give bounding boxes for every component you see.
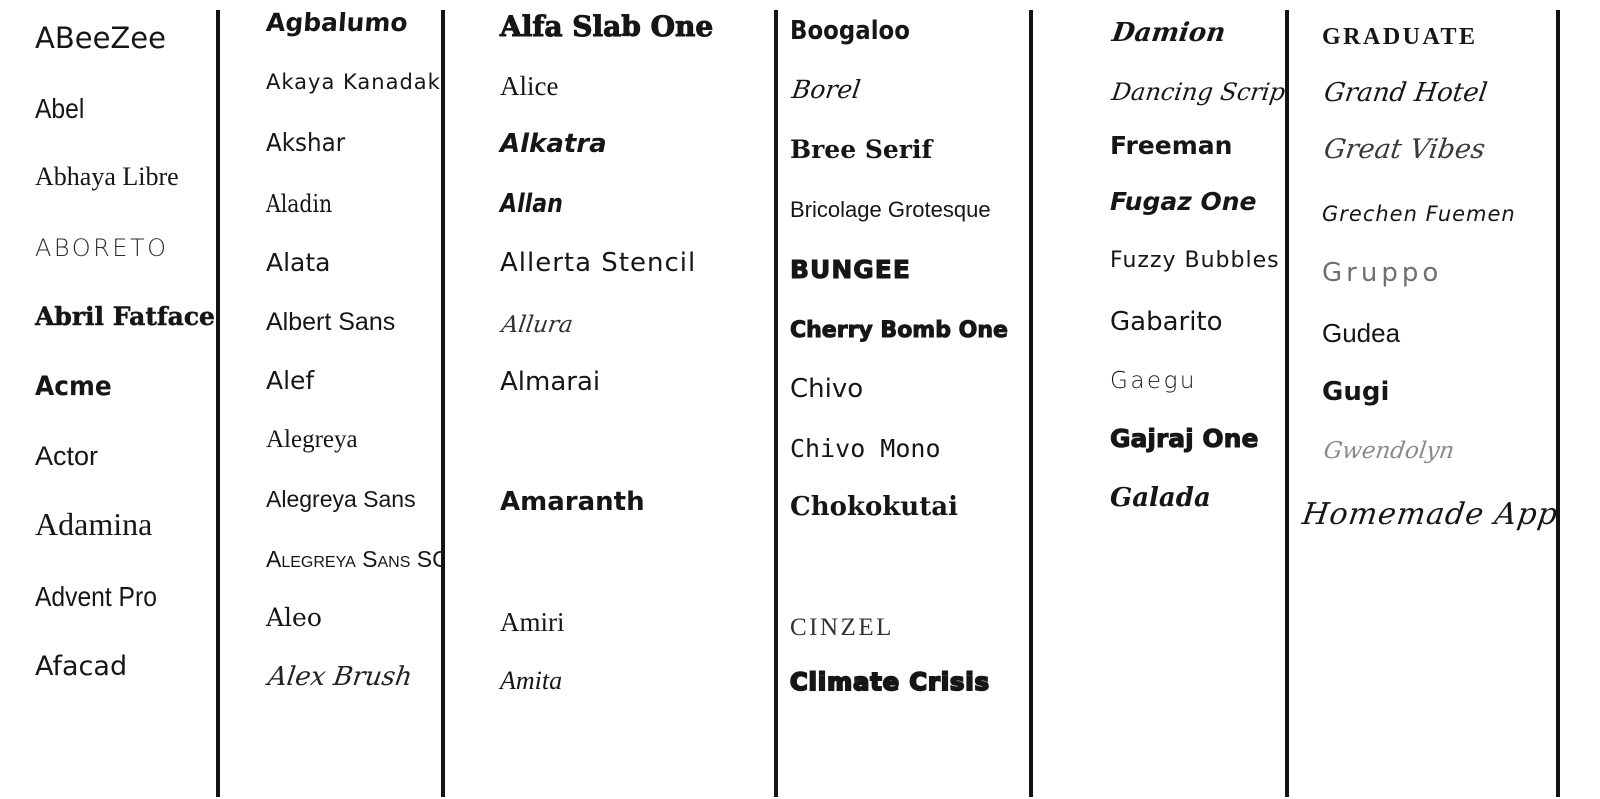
font-sample-dancing-script: Dancing Script [1110, 78, 1285, 106]
font-sample-gabarito: Gabarito [1110, 307, 1223, 337]
font-sample-abhaya-libre: Abhaya Libre [35, 162, 179, 191]
font-sample-chokokutai: Chokokutai [790, 492, 958, 522]
font-sample-alef: Alef [266, 366, 315, 395]
font-sample-freeman: Freeman [1110, 131, 1233, 160]
font-sample-alegreya-sans-sc: Alegreya Sans SC [266, 546, 441, 572]
font-sample-albert-sans: Albert Sans [266, 308, 396, 336]
column-divider [1556, 10, 1560, 797]
font-sample-aboreto: ABORETO [35, 234, 169, 262]
font-sample-aladin: Aladin [266, 190, 333, 218]
font-column-6: GRADUATE Grand Hotel Great Vibes Grechen… [1289, 0, 1556, 799]
font-column-4: Boogaloo Borel Bree Serif Bricolage Grot… [778, 0, 1029, 799]
font-sample-bree-serif: Bree Serif [790, 135, 933, 164]
font-sample-bricolage-grotesque: Bricolage Grotesque [790, 197, 991, 222]
font-sample-alegreya: Alegreya [266, 426, 358, 453]
font-sample-abel: Abel [35, 93, 85, 124]
font-sample-allan: Allan [500, 189, 563, 219]
font-sample-akaya-kanadaka: Akaya Kanadaka [266, 70, 441, 94]
font-sample-allerta-stencil: Allerta Stencil [500, 248, 697, 278]
font-sample-galada: Galada [1110, 483, 1211, 513]
font-sample-chivo: Chivo [790, 374, 864, 404]
font-sample-alata: Alata [266, 248, 331, 277]
font-sample-grand-hotel: Grand Hotel [1322, 78, 1490, 108]
font-sample-cinzel: CINZEL [790, 614, 894, 641]
font-sample-bungee: BUNGEE [790, 255, 911, 284]
column-divider [1029, 10, 1033, 797]
font-sample-akshar: Akshar [266, 128, 346, 157]
font-sample-abeezee: ABeeZee [35, 21, 166, 55]
font-sample-great-vibes: Great Vibes [1322, 134, 1488, 165]
font-sample-alfa-slab-one: Alfa Slab One [499, 10, 714, 43]
font-sample-amiri: Amiri [500, 607, 565, 637]
font-sample-gruppo: Gruppo [1322, 258, 1443, 288]
font-sample-amita: Amita [500, 666, 563, 695]
column-divider [774, 10, 778, 797]
font-sample-grechen-fuemen: Grechen Fuemen [1322, 202, 1516, 226]
column-divider [1285, 10, 1289, 797]
column-divider [216, 10, 220, 797]
font-column-1: ABeeZee Abel Abhaya Libre ABORETO Abril … [0, 0, 216, 799]
column-divider [441, 10, 445, 797]
font-sample-boogaloo: Boogaloo [790, 16, 910, 46]
font-sample-aleo: Aleo [266, 603, 322, 632]
font-sample-alice: Alice [500, 71, 559, 101]
font-sample-cherry-bomb-one: Cherry Bomb One [790, 317, 1009, 343]
font-column-3: Alfa Slab One Alice Alkatra Allan Allert… [445, 0, 774, 799]
font-sample-agbalumo: Agbalumo [265, 8, 409, 37]
font-sample-alegreya-sans: Alegreya Sans [266, 486, 416, 512]
font-sample-actor: Actor [35, 441, 99, 471]
font-sample-fuzzy-bubbles: Fuzzy Bubbles [1110, 248, 1280, 273]
font-sample-allura: Allura [500, 312, 575, 338]
font-sample-gwendolyn: Gwendolyn [1322, 438, 1456, 464]
font-sample-amaranth: Amaranth [500, 487, 645, 517]
font-sample-adamina: Adamina [35, 506, 153, 542]
font-sample-chivo-mono: Chivo Mono [790, 434, 941, 463]
font-sample-borel: Borel [790, 75, 863, 104]
font-sample-climate-crisis: Climate Crisis [789, 667, 990, 696]
font-sample-homemade-apple: Homemade Apple [1300, 497, 1556, 532]
font-sample-afacad: Afacad [35, 651, 128, 682]
font-sample-gugi: Gugi [1322, 377, 1390, 407]
font-sample-gudea: Gudea [1322, 318, 1401, 348]
font-sample-advent-pro: Advent Pro [35, 581, 157, 612]
font-sample-graduate: GRADUATE [1322, 24, 1478, 50]
font-sample-acme: Acme [35, 371, 112, 402]
font-sample-gaegu: Gaegu [1110, 368, 1197, 394]
font-sample-almarai: Almarai [500, 367, 601, 397]
font-sample-fugaz-one: Fugaz One [1110, 187, 1257, 216]
font-sample-abril-fatface: Abril Fatface [35, 302, 215, 331]
font-sample-alkatra: Alkatra [500, 129, 607, 159]
font-column-2: Agbalumo Akaya Kanadaka Akshar Aladin Al… [220, 0, 441, 799]
font-sample-alex-brush: Alex Brush [266, 662, 415, 692]
font-column-5: Damion Dancing Script Freeman Fugaz One … [1033, 0, 1285, 799]
font-sample-gajraj-one: Gajraj One [1109, 424, 1259, 453]
font-sample-damion: Damion [1110, 18, 1228, 48]
